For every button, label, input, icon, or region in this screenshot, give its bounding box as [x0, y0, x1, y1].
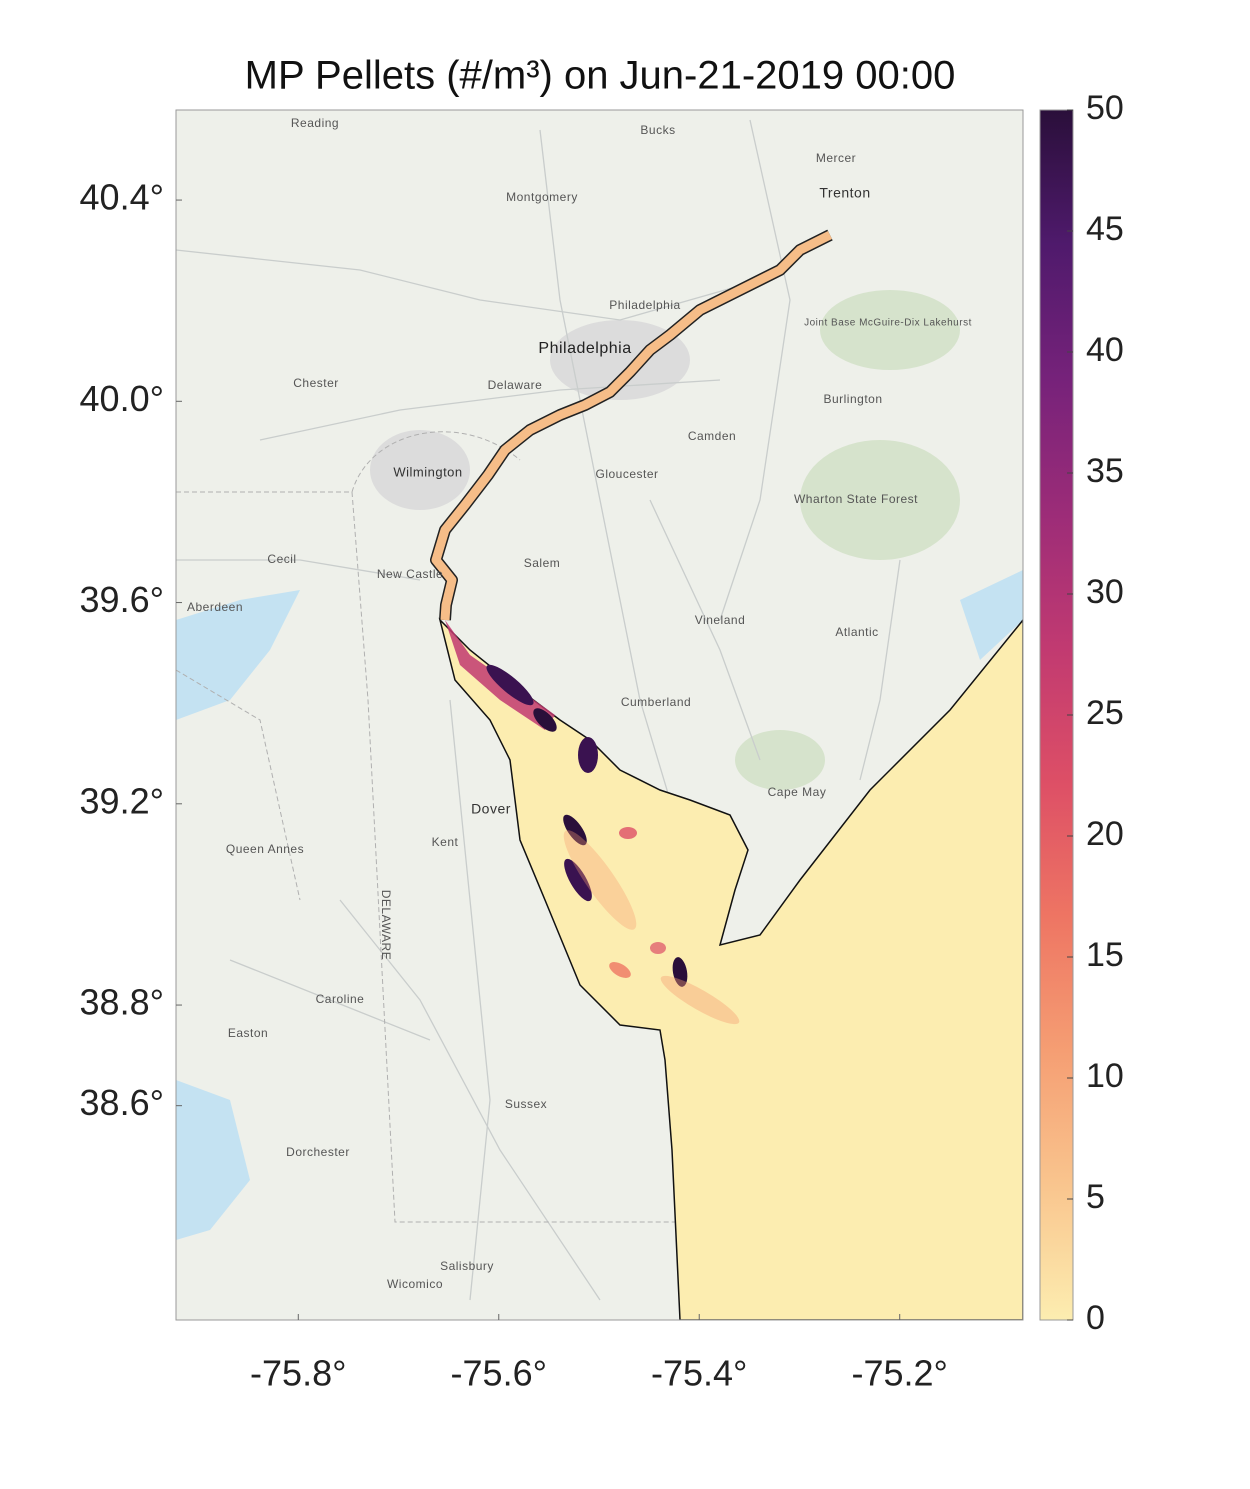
place-label: Salisbury: [440, 1259, 494, 1273]
place-label: Cecil: [267, 552, 296, 566]
colorbar-tick-label: 25: [1086, 694, 1124, 732]
x-tick-label: -75.8°: [250, 1353, 346, 1394]
place-label: Burlington: [823, 392, 882, 406]
place-label: Dover: [471, 801, 511, 817]
place-label: Easton: [228, 1026, 268, 1040]
place-label: Gloucester: [595, 467, 658, 481]
colorbar-tick-label: 0: [1086, 1299, 1105, 1337]
colorbar-tick-label: 45: [1086, 210, 1124, 248]
y-tick-label: 39.2°: [80, 780, 164, 821]
place-label: Salem: [524, 556, 561, 570]
place-label: Joint Base McGuire-Dix Lakehurst: [804, 318, 972, 329]
map: Reading Bucks Mercer Trenton Montgomery …: [176, 110, 1023, 1320]
place-label: Montgomery: [506, 190, 578, 204]
forest: [800, 440, 960, 560]
place-label: Bucks: [640, 123, 675, 137]
urban: [370, 430, 470, 510]
y-tick-label: 38.6°: [80, 1082, 164, 1123]
place-label: Trenton: [819, 185, 870, 201]
chart-title: MP Pellets (#/m³) on Jun-21-2019 00:00: [245, 54, 956, 98]
bay: [438, 617, 1023, 1320]
place-label: Chester: [293, 376, 339, 390]
place-label: Sussex: [505, 1097, 547, 1111]
colorbar-tick-label: 40: [1086, 331, 1124, 369]
place-label: Vineland: [695, 613, 746, 627]
colorbar-tick-label: 30: [1086, 573, 1124, 611]
colorbar-tick-label: 50: [1086, 89, 1124, 127]
water: [960, 570, 1023, 660]
y-tick-label: 38.8°: [80, 982, 164, 1023]
place-label: New Castle: [377, 567, 443, 581]
x-tick-label: -75.6°: [451, 1353, 547, 1394]
colorbar-tick-label: 15: [1086, 936, 1124, 974]
water: [176, 1080, 250, 1240]
y-tick-label: 39.6°: [80, 579, 164, 620]
forest: [735, 730, 825, 790]
y-tick-label: 40.4°: [80, 177, 164, 218]
place-label: Camden: [688, 429, 736, 443]
forest: [820, 290, 960, 370]
colorbar-tick-label: 10: [1086, 1057, 1124, 1095]
place-label: Wicomico: [387, 1277, 443, 1291]
place-label: Wilmington: [393, 464, 462, 479]
plume: [445, 620, 740, 1025]
place-label: Caroline: [316, 992, 365, 1006]
state-boundaries: [176, 431, 680, 1223]
place-label: Reading: [291, 116, 339, 130]
colorbar-tick-label: 35: [1086, 452, 1124, 490]
place-label: Delaware: [488, 378, 543, 392]
y-tick-label: 40.0°: [80, 378, 164, 419]
place-label: Wharton State Forest: [794, 492, 918, 506]
place-label: DELAWARE: [379, 890, 393, 960]
place-label: Cumberland: [621, 695, 691, 709]
colorbar-tick-label: 5: [1086, 1178, 1105, 1216]
roads: [176, 119, 901, 1301]
x-tick-label: -75.4°: [651, 1353, 747, 1394]
place-label: Kent: [432, 835, 459, 849]
place-label: Mercer: [816, 151, 856, 165]
map-frame: [175, 109, 1024, 1321]
place-label: Queen Annes: [226, 842, 304, 856]
place-label: Dorchester: [286, 1145, 350, 1159]
river: [431, 230, 833, 621]
place-label: Philadelphia: [538, 340, 631, 357]
x-tick-label: -75.2°: [851, 1353, 947, 1394]
place-label: Cape May: [768, 785, 827, 799]
place-label: Aberdeen: [187, 600, 243, 614]
colorbar-tick-label: 20: [1086, 815, 1124, 853]
place-label: Atlantic: [835, 625, 878, 639]
water: [176, 590, 300, 720]
place-label: Philadelphia: [609, 298, 680, 312]
